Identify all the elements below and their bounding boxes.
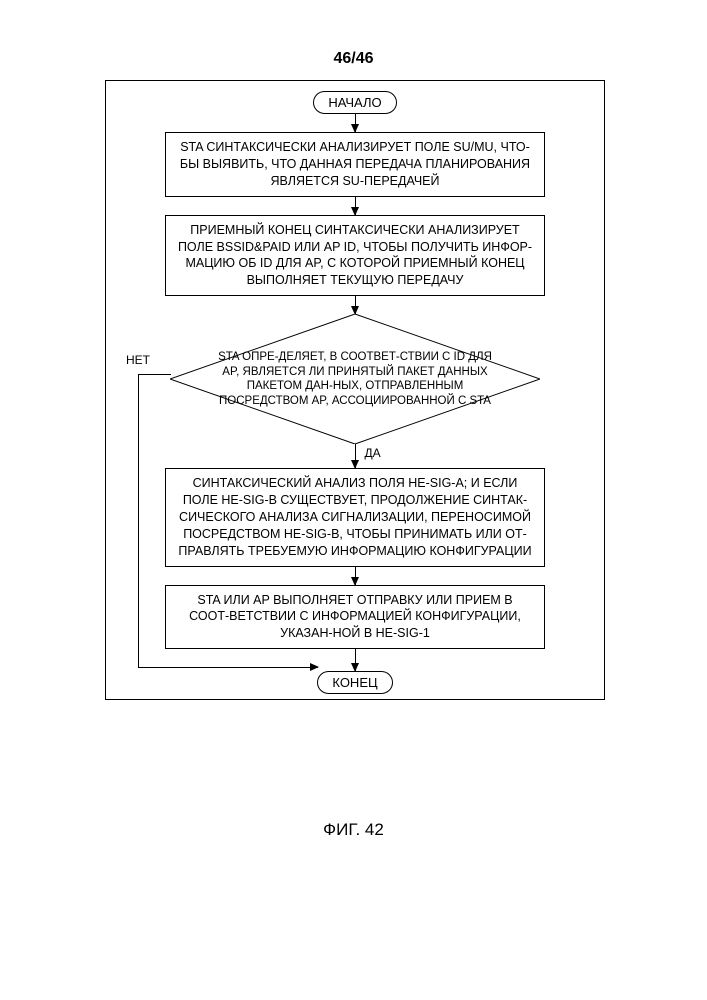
start-terminal: НАЧАЛО: [313, 91, 396, 114]
arrow-1: [355, 114, 356, 132]
arrow-head-icon: [351, 460, 359, 469]
no-label: НЕТ: [126, 353, 150, 367]
step2-wrap: ПРИЕМНЫЙ КОНЕЦ СИНТАКСИЧЕСКИ АНАЛИЗИРУЕТ…: [106, 215, 604, 297]
arrow-head-icon: [351, 207, 359, 216]
arrow-head-icon: [310, 663, 319, 671]
decision-wrap: STA ОПРЕ-ДЕЛЯЕТ, В СООТВЕТ-СТВИИ С ID ДЛ…: [106, 314, 604, 444]
step1-process: STA СИНТАКСИЧЕСКИ АНАЛИЗИРУЕТ ПОЛЕ SU/MU…: [165, 132, 545, 197]
step3-wrap: СИНТАКСИЧЕСКИЙ АНАЛИЗ ПОЛЯ HE-SIG-A; И Е…: [106, 468, 604, 566]
no-path-h1: [138, 374, 171, 375]
end-terminal: КОНЕЦ: [317, 671, 392, 694]
no-path-v: [138, 374, 139, 667]
no-path-h2: [138, 667, 318, 668]
yes-label: ДА: [365, 446, 381, 460]
arrow-head-icon: [351, 577, 359, 586]
decision-text: STA ОПРЕ-ДЕЛЯЕТ, В СООТВЕТ-СТВИИ С ID ДЛ…: [210, 326, 500, 432]
start-wrap: НАЧАЛО: [106, 91, 604, 114]
arrow-3: [355, 296, 356, 314]
arrow-head-icon: [351, 124, 359, 133]
step3-process: СИНТАКСИЧЕСКИЙ АНАЛИЗ ПОЛЯ HE-SIG-A; И Е…: [165, 468, 545, 566]
figure-caption: ФИГ. 42: [323, 820, 384, 840]
step1-wrap: STA СИНТАКСИЧЕСКИ АНАЛИЗИРУЕТ ПОЛЕ SU/MU…: [106, 132, 604, 197]
decision-diamond: STA ОПРЕ-ДЕЛЯЕТ, В СООТВЕТ-СТВИИ С ID ДЛ…: [170, 314, 540, 444]
end-wrap: КОНЕЦ: [106, 671, 604, 694]
step4-process: STA ИЛИ AP ВЫПОЛНЯЕТ ОТПРАВКУ ИЛИ ПРИЕМ …: [165, 585, 545, 650]
arrow-head-icon: [351, 663, 359, 672]
arrow-yes: ДА: [355, 444, 356, 468]
arrow-5: [355, 567, 356, 585]
arrow-6: [355, 649, 356, 671]
arrow-2: [355, 197, 356, 215]
step4-wrap: STA ИЛИ AP ВЫПОЛНЯЕТ ОТПРАВКУ ИЛИ ПРИЕМ …: [106, 585, 604, 650]
step2-process: ПРИЕМНЫЙ КОНЕЦ СИНТАКСИЧЕСКИ АНАЛИЗИРУЕТ…: [165, 215, 545, 297]
flowchart-container: НАЧАЛО STA СИНТАКСИЧЕСКИ АНАЛИЗИРУЕТ ПОЛ…: [105, 80, 605, 700]
page-number: 46/46: [333, 50, 373, 68]
